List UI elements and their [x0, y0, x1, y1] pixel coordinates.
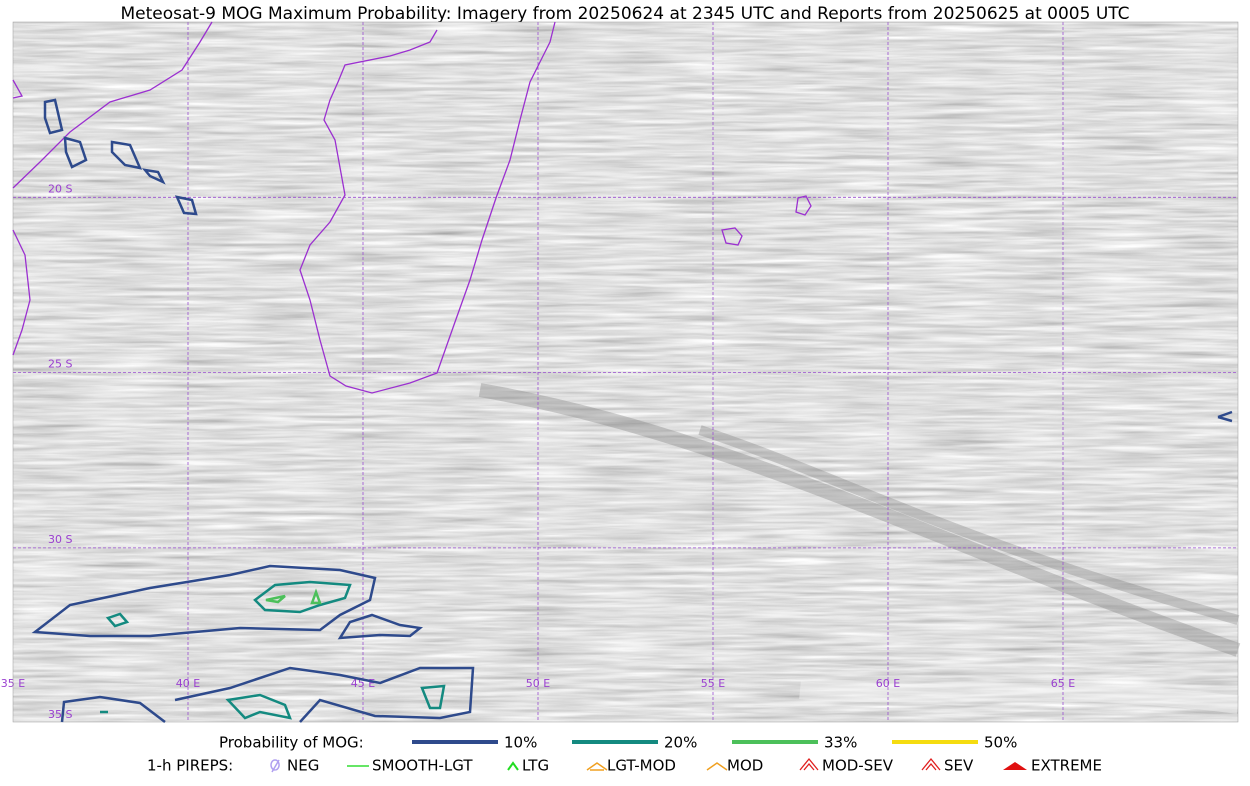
legend-item: 20% — [664, 734, 697, 752]
contour-10 — [63, 136, 88, 169]
mauritius — [795, 195, 812, 216]
contour-10 — [337, 613, 424, 640]
satellite-imagery — [13, 22, 1241, 722]
contour-10 — [60, 695, 166, 723]
contour-20 — [420, 684, 446, 710]
title: Meteosat-9 MOG Maximum Probability: Imag… — [120, 4, 1129, 24]
legend-item: LTG — [522, 757, 549, 775]
legend-item: 33% — [824, 734, 857, 752]
cloud-band — [478, 383, 1241, 657]
symbol-neg — [270, 759, 280, 773]
mog-contours — [31, 98, 1233, 723]
graticule: 35 E 40 E 45 E 50 E 55 E 60 E 65 E20 S25 S30 S… — [1, 21, 1239, 723]
legend-label: Probability of MOG: — [219, 734, 364, 752]
contour-33 — [265, 594, 286, 604]
symbol-mod-sev — [799, 757, 819, 771]
lon-label: 55 E — [701, 677, 725, 690]
reunion — [721, 227, 743, 246]
contour-20 — [225, 693, 292, 720]
lon-label: 65 E — [1051, 677, 1075, 690]
contour-10 — [174, 666, 475, 723]
map-frame — [12, 21, 1239, 723]
legend-item: MOD — [727, 757, 763, 775]
legend-item: 50% — [984, 734, 1017, 752]
contour-10 — [43, 98, 64, 135]
africa-coast — [12, 229, 31, 356]
legend-item: LGT-MOD — [607, 757, 676, 775]
legend-item: MOD-SEV — [822, 757, 894, 775]
coastlines — [12, 21, 812, 394]
lon-label: 50 E — [526, 677, 550, 690]
legend-label: 1-h PIREPS: — [147, 757, 233, 775]
lat-label: 20 S — [48, 182, 72, 195]
cloud-band — [698, 425, 1240, 625]
symbol-ltg — [507, 761, 519, 771]
lon-label: 60 E — [876, 677, 900, 690]
africa-coast — [12, 21, 213, 189]
lat-label: 30 S — [48, 533, 72, 546]
legend-item: EXTREME — [1031, 757, 1102, 775]
legend: Probability of MOG: 10% 20% 33% 50% 1-h PIREP… — [147, 734, 1102, 775]
contour-10 — [31, 564, 377, 638]
lon-label: 40 E — [176, 677, 200, 690]
legend-item: SMOOTH-LGT — [372, 757, 473, 775]
contour-10 — [141, 168, 166, 185]
symbol-mod — [706, 762, 728, 771]
cloud-band — [799, 681, 1240, 714]
contour-20 — [105, 612, 130, 628]
symbol-lgt-mod — [586, 762, 608, 771]
africa-coast — [12, 79, 23, 99]
legend-item: NEG — [287, 757, 319, 775]
madagascar-coast — [299, 21, 556, 394]
contour-10 — [1217, 410, 1233, 423]
legend-item: SEV — [944, 757, 974, 775]
contour-10 — [110, 140, 143, 170]
contour-20 — [253, 580, 352, 614]
symbol-extreme — [1003, 762, 1027, 770]
lat-label: 35 S — [48, 708, 72, 721]
contour-33 — [310, 588, 322, 605]
contour-10 — [174, 195, 198, 216]
imagery — [13, 22, 1238, 722]
legend-item: 10% — [504, 734, 537, 752]
symbol-sev — [921, 757, 941, 771]
lat-label: 25 S — [48, 358, 72, 371]
